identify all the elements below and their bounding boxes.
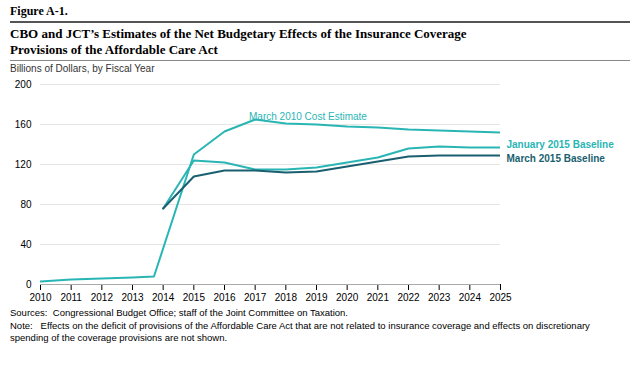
- html-text:Figure A-1.: Figure A-1.: [10, 4, 68, 18]
- svg-text:160: 160: [15, 119, 32, 130]
- svg-text:2013: 2013: [121, 292, 144, 303]
- svg-text:2016: 2016: [213, 292, 236, 303]
- svg-text:2015: 2015: [183, 292, 206, 303]
- svg-text:2019: 2019: [305, 292, 328, 303]
- svg-text:2022: 2022: [397, 292, 420, 303]
- svg-text:120: 120: [15, 159, 32, 170]
- html-text:Note: Effects on the deficit o: Note: Effects on the deficit of provisio…: [10, 320, 593, 343]
- svg-text:2017: 2017: [244, 292, 267, 303]
- html-text:Billions of Dollars, by Fiscal: Billions of Dollars, by Fiscal Year: [10, 63, 155, 75]
- svg-text:January 2015 Baseline: January 2015 Baseline: [507, 139, 615, 150]
- svg-text:40: 40: [20, 239, 32, 250]
- svg-text:2011: 2011: [60, 292, 82, 303]
- svg-text:March 2010 Cost Estimate: March 2010 Cost Estimate: [249, 111, 367, 122]
- svg-text:March 2015 Baseline: March 2015 Baseline: [507, 153, 606, 164]
- svg-text:2020: 2020: [336, 292, 359, 303]
- svg-text:2021: 2021: [367, 292, 390, 303]
- svg-text:2014: 2014: [152, 292, 175, 303]
- html-text:Sources: Congressional Budget: Sources: Congressional Budget Office; st…: [10, 307, 348, 319]
- svg-text:2012: 2012: [91, 292, 114, 303]
- svg-text:200: 200: [15, 79, 32, 90]
- svg-text:80: 80: [20, 199, 32, 210]
- svg-text:2018: 2018: [275, 292, 298, 303]
- svg-text:2010: 2010: [29, 292, 52, 303]
- html-text:CBO and JCT’s Estimates of the: CBO and JCT’s Estimates of the Net Budge…: [10, 26, 467, 57]
- svg-text:2023: 2023: [428, 292, 451, 303]
- svg-text:2025: 2025: [489, 292, 512, 303]
- svg-text:0: 0: [26, 279, 32, 290]
- svg-text:2024: 2024: [459, 292, 482, 303]
